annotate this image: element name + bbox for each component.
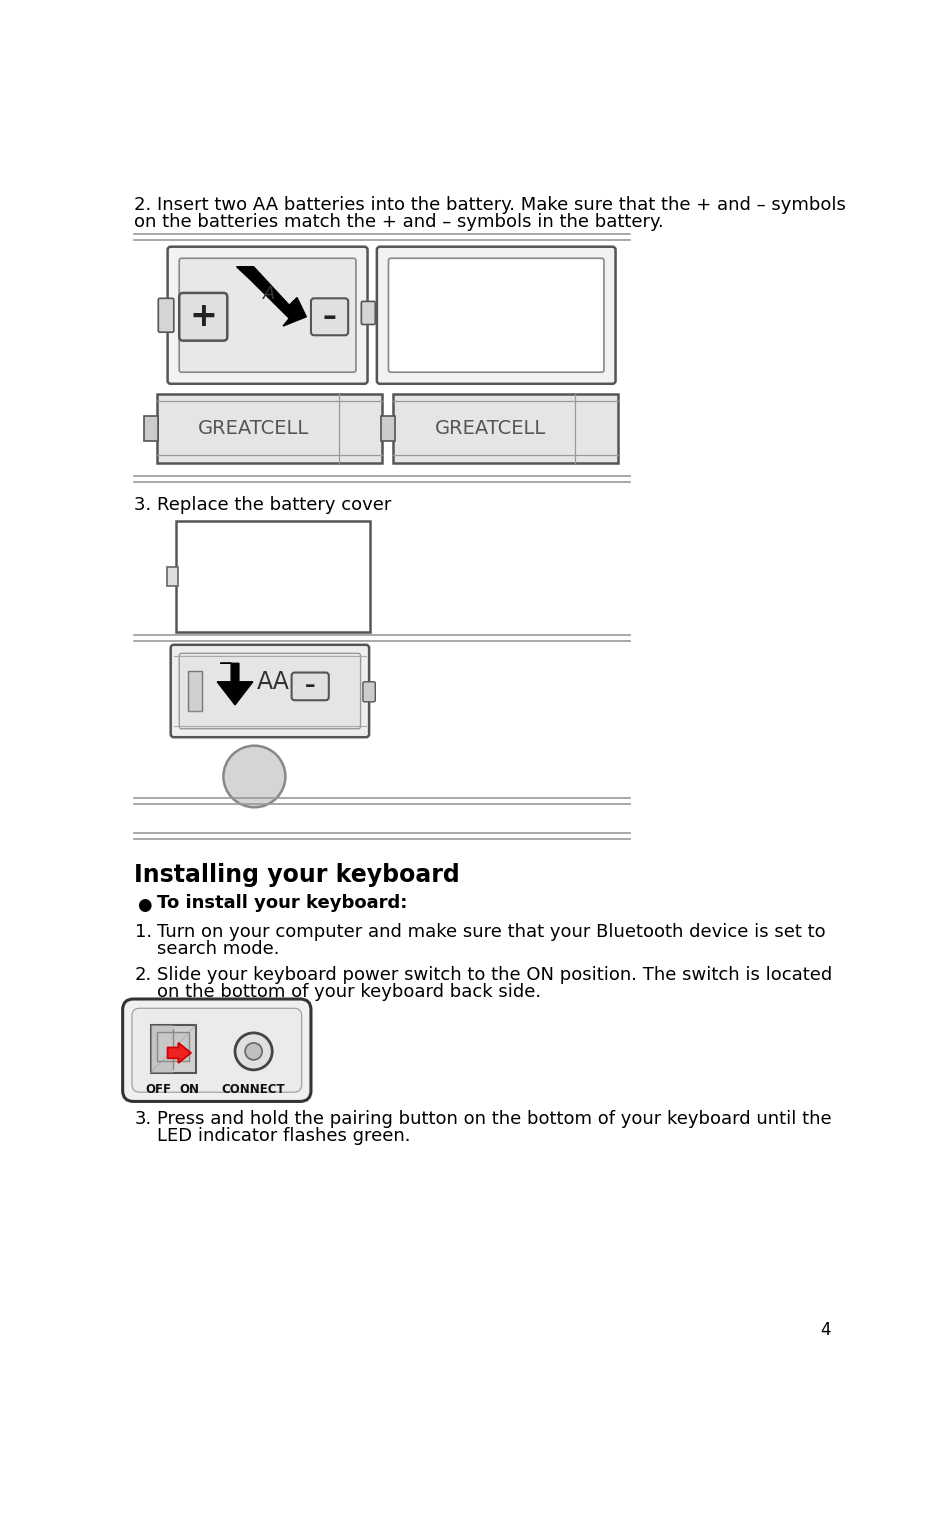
FancyBboxPatch shape [132, 1009, 302, 1092]
FancyBboxPatch shape [179, 258, 356, 372]
Text: CONNECT: CONNECT [222, 1083, 285, 1095]
FancyBboxPatch shape [123, 1000, 311, 1101]
Bar [393, 394, 618, 463]
Text: AA: AA [257, 671, 290, 693]
FancyBboxPatch shape [179, 293, 228, 341]
FancyBboxPatch shape [362, 681, 376, 702]
Text: GREATCELL: GREATCELL [198, 419, 310, 438]
FancyBboxPatch shape [389, 258, 604, 372]
FancyBboxPatch shape [362, 302, 376, 325]
Text: on the bottom of your keyboard back side.: on the bottom of your keyboard back side… [157, 983, 541, 1001]
Text: To install your keyboard:: To install your keyboard: [157, 895, 407, 912]
Text: Press and hold the pairing button on the bottom of your keyboard until the: Press and hold the pairing button on the… [157, 1110, 832, 1129]
Circle shape [224, 746, 285, 807]
Text: Slide your keyboard power switch to the ON position. The switch is located: Slide your keyboard power switch to the … [157, 966, 832, 985]
FancyBboxPatch shape [377, 247, 615, 384]
Bar [177, 520, 370, 633]
FancyBboxPatch shape [311, 299, 348, 335]
Text: 4: 4 [820, 1321, 831, 1338]
FancyBboxPatch shape [150, 1025, 195, 1073]
Bar [144, 416, 159, 441]
Bar [380, 416, 395, 441]
FancyBboxPatch shape [179, 654, 361, 728]
FancyBboxPatch shape [171, 645, 369, 737]
FancyBboxPatch shape [159, 299, 174, 332]
Bar [167, 567, 177, 586]
Polygon shape [217, 663, 253, 705]
Text: search mode.: search mode. [157, 939, 279, 957]
Text: +: + [190, 300, 217, 334]
Text: GREATCELL: GREATCELL [434, 419, 546, 438]
Text: LED indicator flashes green.: LED indicator flashes green. [157, 1127, 411, 1145]
Text: ON: ON [179, 1083, 199, 1095]
Text: 2.: 2. [135, 966, 152, 985]
Text: –: – [305, 677, 315, 696]
Circle shape [245, 1042, 262, 1060]
Bar [188, 671, 202, 711]
Bar [157, 394, 381, 463]
Text: OFF: OFF [145, 1083, 171, 1095]
FancyBboxPatch shape [292, 672, 329, 701]
Bar [157, 1032, 190, 1062]
Text: –: – [323, 303, 336, 331]
Text: on the batteries match the + and – symbols in the battery.: on the batteries match the + and – symbo… [133, 212, 664, 231]
Text: Turn on your computer and make sure that your Bluetooth device is set to: Turn on your computer and make sure that… [157, 922, 825, 941]
Text: 1.: 1. [135, 922, 152, 941]
Polygon shape [237, 267, 306, 326]
FancyBboxPatch shape [168, 247, 367, 384]
Polygon shape [168, 1042, 191, 1063]
Text: Installing your keyboard: Installing your keyboard [133, 863, 459, 887]
Circle shape [235, 1033, 272, 1069]
Bar [150, 1025, 173, 1073]
Text: 3. Replace the battery cover: 3. Replace the battery cover [133, 496, 391, 514]
Text: A: A [263, 285, 276, 303]
Text: ●: ● [137, 897, 151, 913]
Text: 2. Insert two AA batteries into the battery. Make sure that the + and – symbols: 2. Insert two AA batteries into the batt… [133, 196, 846, 214]
Text: 3.: 3. [135, 1110, 152, 1129]
